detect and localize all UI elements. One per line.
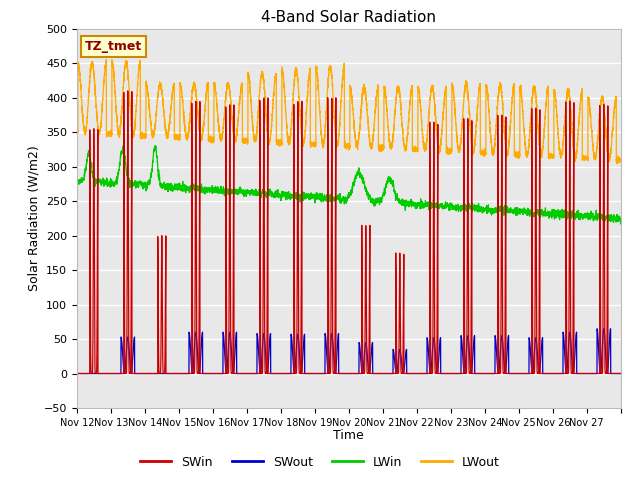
SWout <box>607 326 614 332</box>
X-axis label: Time: Time <box>333 429 364 442</box>
SWin <box>124 88 132 94</box>
Line: LWin: LWin <box>77 146 621 224</box>
Line: SWin: SWin <box>77 91 621 373</box>
SWin <box>214 371 221 376</box>
SWout <box>73 371 81 376</box>
LWout <box>240 135 248 141</box>
LWin <box>547 211 555 217</box>
LWout <box>547 151 555 156</box>
SWout <box>214 371 221 376</box>
Line: LWout: LWout <box>77 60 621 164</box>
SWin <box>547 371 555 376</box>
LWout <box>317 128 324 133</box>
Title: 4-Band Solar Radiation: 4-Band Solar Radiation <box>261 10 436 25</box>
LWin <box>73 177 81 182</box>
LWin <box>240 192 248 198</box>
LWout <box>73 129 81 134</box>
LWin <box>92 180 100 186</box>
Line: SWout: SWout <box>77 329 621 373</box>
Y-axis label: Solar Radiation (W/m2): Solar Radiation (W/m2) <box>28 145 41 291</box>
SWout <box>617 371 625 376</box>
SWin <box>73 371 81 376</box>
SWin <box>481 371 489 376</box>
LWin <box>481 205 489 211</box>
LWout <box>92 98 100 104</box>
LWout <box>481 150 489 156</box>
SWin <box>317 371 324 376</box>
SWout <box>317 371 324 376</box>
SWout <box>92 371 100 376</box>
SWout <box>481 371 489 376</box>
SWin <box>617 371 625 376</box>
LWout <box>102 57 110 62</box>
Legend: SWin, SWout, LWin, LWout: SWin, SWout, LWin, LWout <box>135 451 505 474</box>
LWin <box>317 196 324 202</box>
LWin <box>617 221 625 227</box>
SWin <box>92 371 100 376</box>
SWout <box>240 371 248 376</box>
LWout <box>214 113 221 119</box>
SWin <box>240 371 248 376</box>
LWout <box>617 158 625 164</box>
LWin <box>214 184 221 190</box>
Text: TZ_tmet: TZ_tmet <box>85 40 142 53</box>
LWout <box>613 161 621 167</box>
LWin <box>151 143 159 149</box>
SWout <box>547 371 555 376</box>
